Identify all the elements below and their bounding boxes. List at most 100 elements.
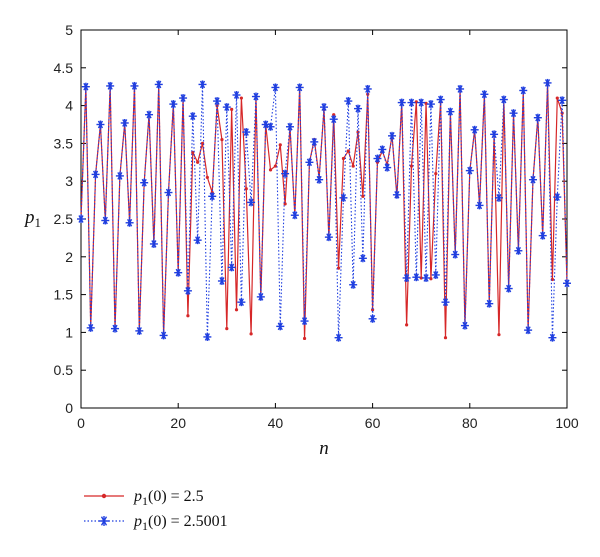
- x-tick-label: 60: [365, 415, 381, 431]
- y-axis-title-main: p: [23, 207, 35, 228]
- data-point: [174, 268, 183, 277]
- y-tick-label: 3.5: [54, 135, 74, 151]
- data-point: [485, 299, 494, 308]
- data-point: [249, 332, 253, 336]
- data-point: [81, 82, 90, 91]
- data-point: [300, 317, 309, 326]
- data-point: [417, 98, 426, 107]
- data-point: [441, 298, 450, 307]
- data-point: [358, 254, 367, 263]
- data-point: [256, 292, 265, 301]
- data-point: [336, 266, 341, 270]
- legend-item: p1(0) = 2.5001: [84, 513, 228, 533]
- data-point: [426, 100, 435, 109]
- data-point: [273, 164, 277, 168]
- axis-ticks: 0 20 40 60 80 100 0 0.5 1 1.5 2 2.5 3 3.5 4 4.5 5: [54, 22, 579, 431]
- legend-item: p1(0) = 2.5: [84, 488, 204, 508]
- y-tick-label: 1.5: [54, 287, 74, 303]
- series-line: [80, 82, 568, 339]
- data-point: [434, 172, 438, 176]
- y-tick-label: 4.5: [54, 60, 74, 76]
- data-point: [106, 81, 115, 90]
- data-point: [203, 332, 212, 341]
- data-point: [183, 286, 192, 295]
- data-point: [460, 321, 469, 330]
- data-point: [509, 109, 518, 118]
- data-point: [193, 236, 202, 245]
- data-point: [451, 250, 460, 259]
- legend-label: p1(0) = 2.5: [133, 488, 204, 508]
- data-point: [232, 91, 241, 100]
- y-tick-label: 0: [65, 400, 73, 416]
- data-point: [86, 323, 95, 332]
- data-point: [344, 97, 353, 106]
- data-point: [431, 270, 440, 279]
- data-point: [414, 100, 418, 104]
- data-point: [115, 171, 124, 180]
- data-point: [519, 86, 528, 95]
- data-point: [558, 96, 567, 105]
- data-point: [324, 233, 333, 242]
- data-point: [349, 280, 358, 289]
- data-point: [237, 298, 246, 307]
- data-point: [290, 211, 299, 220]
- data-point: [208, 192, 217, 201]
- x-tick-label: 100: [555, 415, 579, 431]
- data-point: [402, 273, 411, 282]
- data-point: [130, 81, 139, 90]
- data-point: [320, 103, 328, 112]
- x-tick-label: 40: [268, 415, 284, 431]
- data-point: [424, 101, 428, 105]
- legend-label-var: p: [133, 488, 142, 505]
- data-point: [302, 336, 307, 341]
- data-point: [480, 90, 489, 99]
- data-point: [363, 84, 372, 93]
- data-point: [188, 112, 197, 121]
- data-point: [475, 201, 484, 210]
- data-point: [217, 276, 226, 285]
- data-point: [354, 104, 363, 113]
- data-point: [251, 92, 260, 101]
- data-point: [230, 107, 234, 111]
- data-point: [419, 276, 423, 280]
- data-point: [77, 215, 85, 223]
- data-point: [205, 175, 209, 180]
- data-point: [149, 239, 158, 248]
- data-point: [446, 107, 455, 116]
- data-point: [392, 190, 401, 199]
- data-point: [465, 166, 474, 175]
- x-tick-label: 80: [462, 415, 478, 431]
- y-tick-label: 3: [65, 173, 73, 189]
- data-point: [405, 323, 409, 327]
- data-point: [470, 125, 479, 134]
- data-point: [268, 168, 273, 172]
- data-point: [555, 96, 559, 100]
- legend-label-var: p: [133, 513, 142, 530]
- series-2: [77, 78, 571, 342]
- x-tick-label: 20: [170, 415, 186, 431]
- y-tick-label: 2: [65, 249, 73, 265]
- legend-label: p1(0) = 2.5001: [133, 513, 228, 533]
- data-point: [213, 97, 222, 106]
- data-point: [239, 96, 243, 100]
- data-point: [305, 158, 314, 167]
- data-point: [271, 83, 280, 92]
- y-tick-label: 1: [65, 324, 73, 340]
- data-point: [285, 122, 294, 131]
- x-axis-title: n: [319, 438, 329, 459]
- data-point: [198, 80, 207, 89]
- data-point: [281, 169, 290, 178]
- data-point: [164, 188, 173, 197]
- data-point: [96, 120, 105, 129]
- data-point: [225, 327, 229, 331]
- data-point: [145, 110, 154, 119]
- data-point: [101, 216, 110, 225]
- data-point: [125, 218, 134, 227]
- data-point: [169, 100, 178, 109]
- y-tick-label: 4: [65, 98, 73, 114]
- data-point: [373, 154, 382, 163]
- data-point: [186, 314, 190, 318]
- legend-label-sub: 1: [142, 494, 148, 508]
- data-point: [242, 128, 251, 137]
- y-tick-label: 2.5: [54, 211, 74, 227]
